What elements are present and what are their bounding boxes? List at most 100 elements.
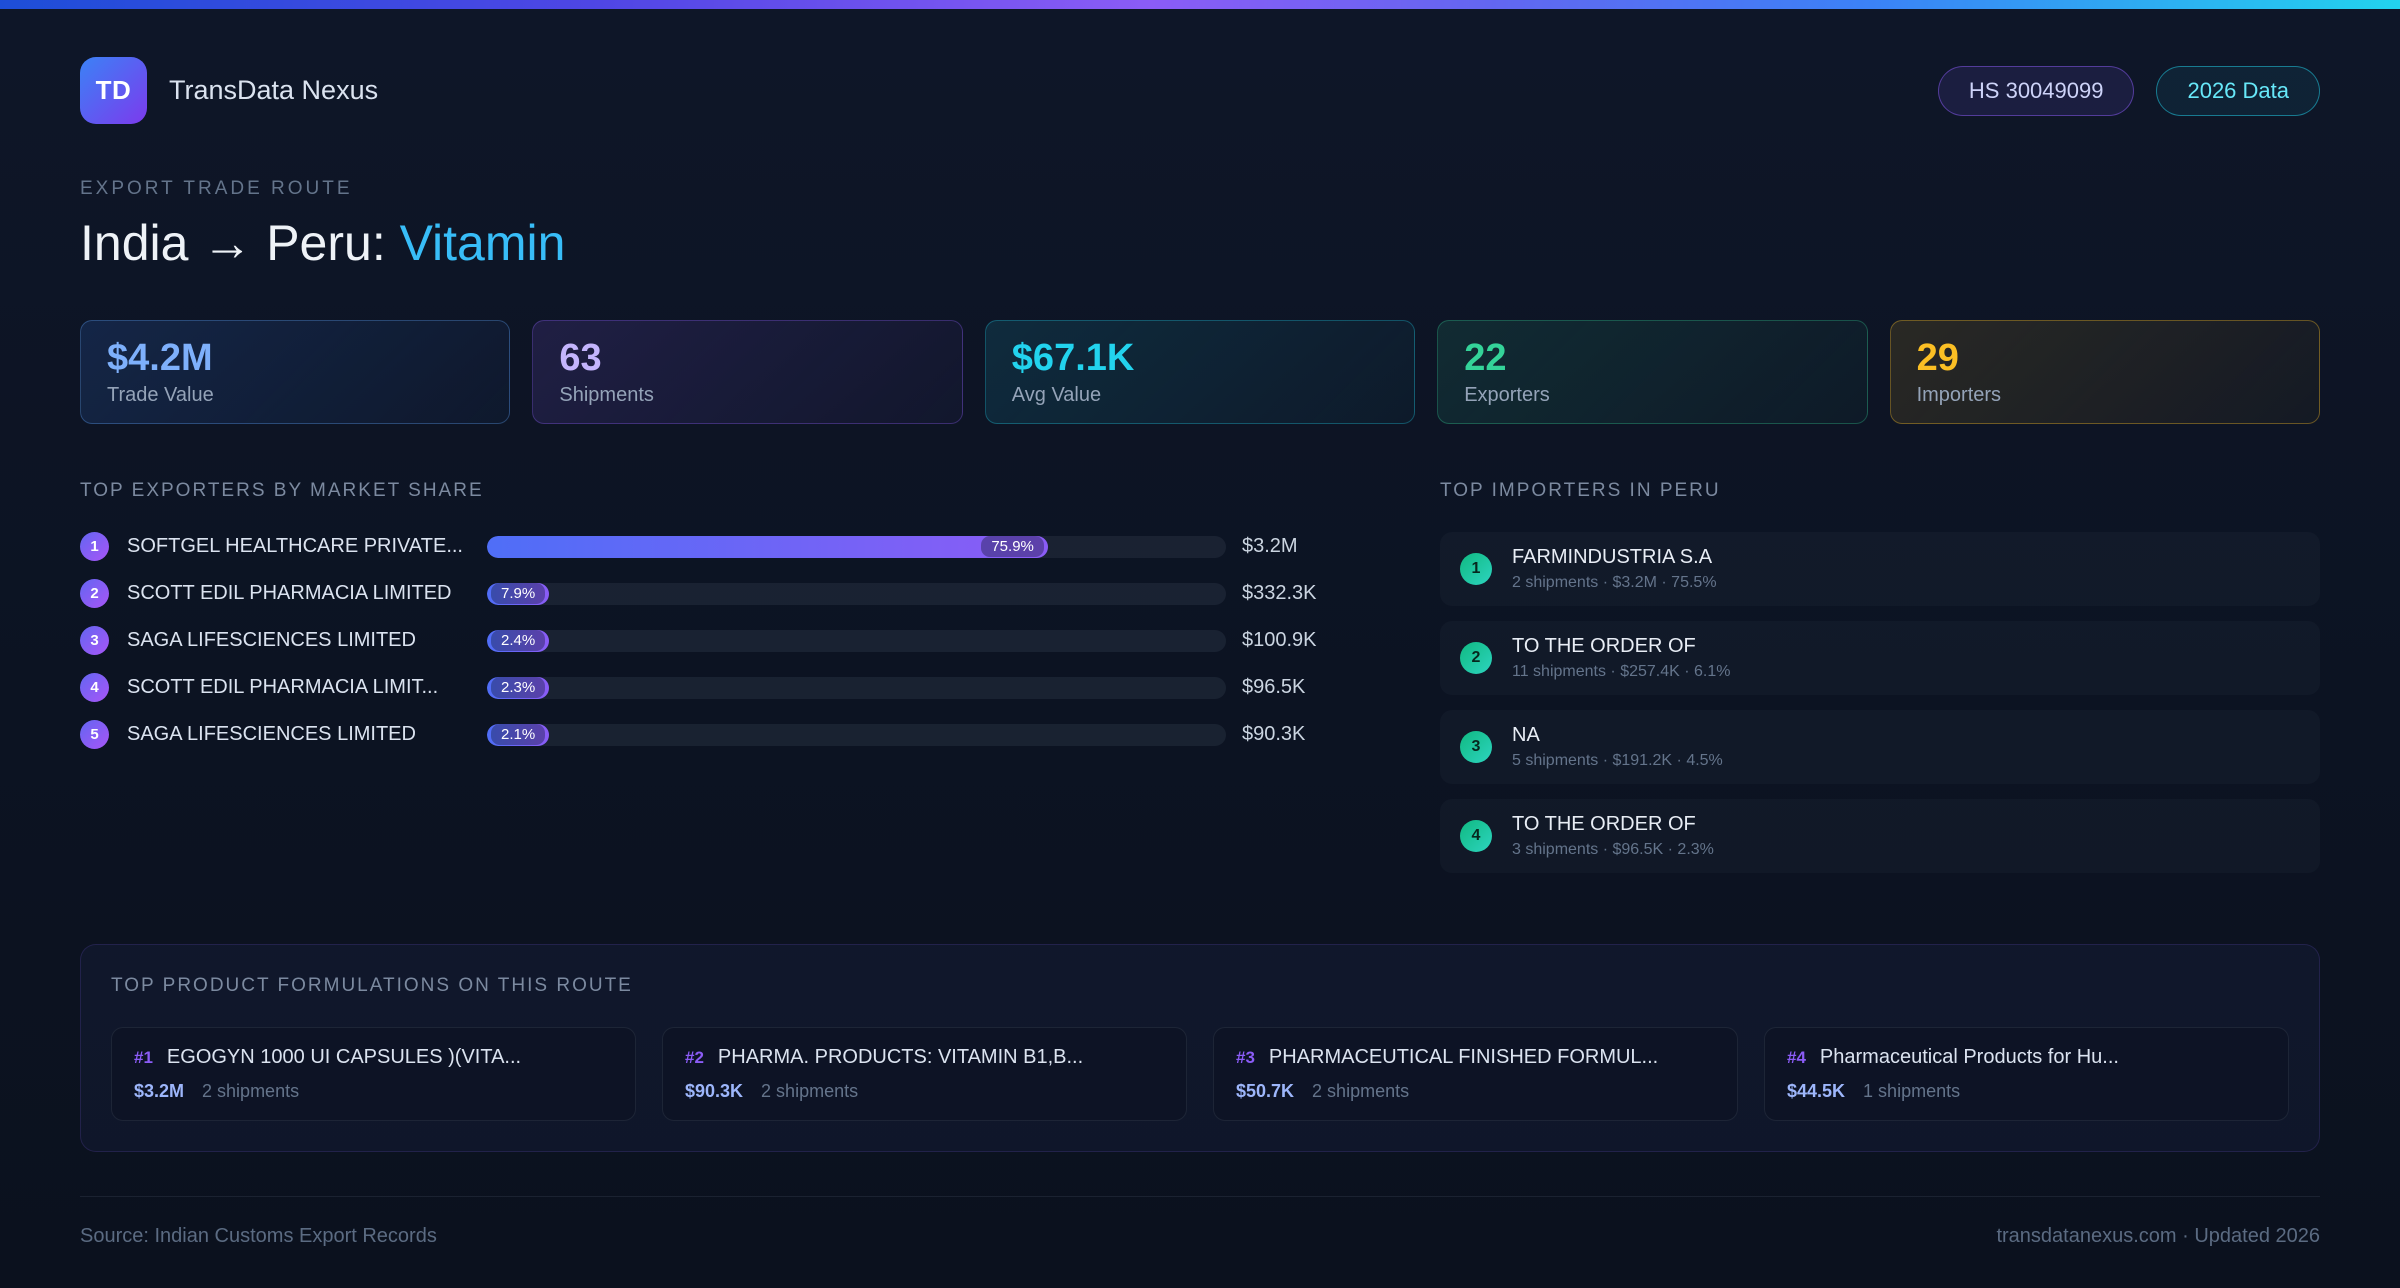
stat-value: $4.2M — [107, 336, 213, 379]
exporter-row[interactable]: 3 SAGA LIFESCIENCES LIMITED 2.4% $100.9K — [80, 626, 1376, 655]
exporter-row[interactable]: 2 SCOTT EDIL PHARMACIA LIMITED 7.9% $332… — [80, 579, 1376, 608]
stat-label: Shipments — [559, 384, 654, 407]
brand-logo[interactable]: TD — [80, 57, 147, 124]
products-panel: TOP PRODUCT FORMULATIONS ON THIS ROUTE #… — [80, 944, 2320, 1152]
importer-row[interactable]: 3 NA 5 shipments · $191.2K · 4.5% — [1440, 710, 2320, 784]
market-share-bar-fill: 2.1% — [487, 723, 550, 746]
exporters-heading: TOP EXPORTERS BY MARKET SHARE — [80, 480, 484, 501]
exporter-name: SOFTGEL HEALTHCARE PRIVATE... — [127, 535, 463, 557]
stat-card-shipments: 63 Shipments — [532, 320, 963, 424]
exporter-rank-badge: 2 — [80, 579, 109, 608]
importer-row[interactable]: 1 FARMINDUSTRIA S.A 2 shipments · $3.2M … — [1440, 532, 2320, 606]
footer-site: transdatanexus.com · Updated 2026 — [1996, 1225, 2320, 1247]
market-share-bar-track: 75.9% — [487, 535, 1226, 558]
exporter-name: SCOTT EDIL PHARMACIA LIMIT... — [127, 676, 439, 698]
product-shipments: 2 shipments — [761, 1081, 859, 1101]
importer-meta: 11 shipments · $257.4K · 6.1% — [1512, 663, 1731, 680]
importer-name: TO THE ORDER OF — [1512, 635, 1696, 657]
importer-rank-badge: 1 — [1460, 553, 1492, 585]
product-name: EGOGYN 1000 UI CAPSULES )(VITA... — [166, 1046, 522, 1068]
stat-card-importers: 29 Importers — [1889, 320, 2320, 424]
importer-name: FARMINDUSTRIA S.A — [1512, 546, 1713, 568]
importer-rank-badge: 4 — [1460, 820, 1492, 852]
stat-value: 22 — [1464, 336, 1507, 379]
product-shipments: 1 shipments — [1863, 1081, 1961, 1101]
market-share-bar-fill: 75.9% — [487, 535, 1048, 558]
route-eyebrow: EXPORT TRADE ROUTE — [80, 178, 353, 199]
footer-source: Source: Indian Customs Export Records — [80, 1225, 437, 1247]
exporter-name: SAGA LIFESCIENCES LIMITED — [127, 723, 416, 745]
footer: Source: Indian Customs Export Records tr… — [80, 1196, 2320, 1288]
importer-rank-badge: 3 — [1460, 731, 1492, 763]
hs-code-badge[interactable]: HS 30049099 — [1937, 65, 2135, 116]
product-name: Pharmaceutical Products for Hu... — [1819, 1046, 2119, 1068]
importer-row[interactable]: 4 TO THE ORDER OF 3 shipments · $96.5K ·… — [1440, 799, 2320, 873]
product-card[interactable]: #1 EGOGYN 1000 UI CAPSULES )(VITA... $3.… — [111, 1027, 636, 1121]
product-rank: #4 — [1787, 1048, 1806, 1067]
product-value: $90.3K — [685, 1081, 744, 1101]
market-share-bar-track: 2.3% — [487, 676, 1226, 699]
stat-value: $67.1K — [1011, 336, 1135, 379]
year-data-badge[interactable]: 2026 Data — [2156, 65, 2320, 116]
exporter-rank-badge: 1 — [80, 532, 109, 561]
market-share-percent: 2.4% — [491, 630, 546, 651]
exporter-row[interactable]: 1 SOFTGEL HEALTHCARE PRIVATE... 75.9% $3… — [80, 532, 1376, 561]
importer-meta: 3 shipments · $96.5K · 2.3% — [1512, 841, 1714, 858]
product-card[interactable]: #4 Pharmaceutical Products for Hu... $44… — [1764, 1027, 2289, 1121]
product-shipments: 2 shipments — [202, 1081, 300, 1101]
product-rank: #3 — [1236, 1048, 1255, 1067]
importer-name: NA — [1512, 724, 1540, 746]
product-value: $50.7K — [1236, 1081, 1295, 1101]
stat-label: Exporters — [1464, 384, 1550, 407]
stat-card-avg-value: $67.1K Avg Value — [984, 320, 1416, 424]
exporter-value: $96.5K — [1242, 676, 1306, 698]
importer-meta: 2 shipments · $3.2M · 75.5% — [1512, 574, 1717, 591]
product-value: $44.5K — [1787, 1081, 1846, 1101]
product-value: $3.2M — [134, 1081, 185, 1101]
market-share-bar-fill: 2.3% — [487, 676, 550, 699]
market-share-percent: 7.9% — [491, 583, 546, 604]
page-title-product: Vitamin — [399, 215, 566, 271]
page-title: India → Peru: Vitamin — [80, 214, 2320, 272]
accent-gradient-topbar — [0, 0, 2400, 9]
exporter-rank-badge: 3 — [80, 626, 109, 655]
product-shipments: 2 shipments — [1312, 1081, 1410, 1101]
exporter-value: $100.9K — [1242, 629, 1317, 651]
product-card[interactable]: #2 PHARMA. PRODUCTS: VITAMIN B1,B... $90… — [662, 1027, 1187, 1121]
header-badges: HS 30049099 2026 Data — [1937, 65, 2320, 116]
importers-heading: TOP IMPORTERS IN PERU — [1440, 480, 1721, 501]
stat-label: Trade Value — [107, 384, 214, 407]
products-heading: TOP PRODUCT FORMULATIONS ON THIS ROUTE — [111, 975, 633, 996]
exporter-value: $332.3K — [1242, 582, 1317, 604]
app-name: TransData Nexus — [169, 75, 379, 105]
market-share-bar-fill: 2.4% — [487, 629, 550, 652]
page-title-route: India → Peru: — [80, 215, 400, 271]
exporter-row[interactable]: 5 SAGA LIFESCIENCES LIMITED 2.1% $90.3K — [80, 720, 1376, 749]
product-rank: #1 — [134, 1048, 153, 1067]
product-rank: #2 — [685, 1048, 704, 1067]
exporter-rank-badge: 4 — [80, 673, 109, 702]
market-share-bar-fill: 7.9% — [487, 582, 550, 605]
product-card[interactable]: #3 PHARMACEUTICAL FINISHED FORMUL... $50… — [1213, 1027, 1738, 1121]
brand[interactable]: TD TransData Nexus — [80, 57, 378, 124]
stat-card-exporters: 22 Exporters — [1437, 320, 1868, 424]
market-share-percent: 75.9% — [981, 536, 1044, 557]
importers-section: TOP IMPORTERS IN PERU 1 FARMINDUSTRIA S.… — [1440, 480, 2320, 888]
market-share-percent: 2.3% — [491, 677, 546, 698]
market-share-bar-track: 2.4% — [487, 629, 1226, 652]
app-background: TD TransData Nexus HS 30049099 2026 Data… — [0, 9, 2400, 1288]
exporter-value: $90.3K — [1242, 723, 1306, 745]
stat-label: Importers — [1916, 384, 2002, 407]
exporter-rank-badge: 5 — [80, 720, 109, 749]
market-share-bar-track: 2.1% — [487, 723, 1226, 746]
market-share-bar-track: 7.9% — [487, 582, 1226, 605]
exporter-row[interactable]: 4 SCOTT EDIL PHARMACIA LIMIT... 2.3% $96… — [80, 673, 1376, 702]
importer-row[interactable]: 2 TO THE ORDER OF 11 shipments · $257.4K… — [1440, 621, 2320, 695]
stat-value: 29 — [1916, 336, 1959, 379]
market-share-percent: 2.1% — [491, 724, 546, 745]
product-name: PHARMACEUTICAL FINISHED FORMUL... — [1268, 1046, 1659, 1068]
exporters-section: TOP EXPORTERS BY MARKET SHARE 1 SOFTGEL … — [80, 480, 1376, 888]
stats-row: $4.2M Trade Value 63 Shipments $67.1K Av… — [80, 320, 2320, 424]
stat-card-trade-value: $4.2M Trade Value — [80, 320, 511, 424]
stat-label: Avg Value — [1011, 384, 1102, 407]
